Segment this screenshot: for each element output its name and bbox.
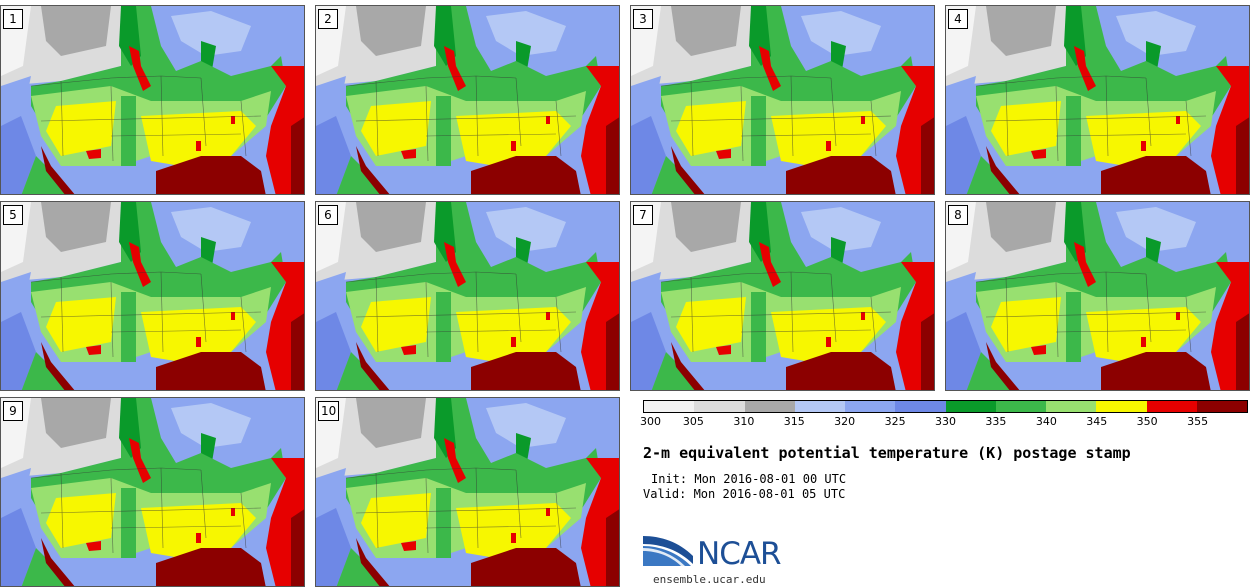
member-number-label: 9 [3,401,23,421]
colorbar-tick-label: 320 [834,415,856,428]
colorbar-tick-label: 350 [1136,415,1158,428]
member-number-label: 8 [948,205,968,225]
map-panel-8: 8 [945,201,1250,391]
colorbar-tick-label: 325 [884,415,906,428]
colorbar-tick-label: 310 [733,415,755,428]
member-number-label: 6 [318,205,338,225]
colorbar-swatch [1196,401,1247,412]
temperature-map [946,202,1249,390]
colorbar-tick-label: 340 [1035,415,1057,428]
colorbar-tick-label: 355 [1187,415,1209,428]
temperature-map [1,6,304,194]
map-panel-6: 6 [315,201,620,391]
temperature-map [316,6,619,194]
map-panel-9: 9 [0,397,305,587]
colorbar-swatch [1046,401,1097,412]
map-panel-1: 1 [0,5,305,195]
colorbar-tick-label: 330 [935,415,956,428]
colorbar-swatch [694,401,745,412]
logo-url: ensemble.ucar.edu [653,573,766,586]
colorbar-swatch [744,401,795,412]
colorbar-swatch [794,401,845,412]
colorbar-tick-label: 345 [1086,415,1108,428]
colorbar-tick-label: 315 [783,415,805,428]
member-number-label: 1 [3,9,23,29]
map-panel-10: 10 [315,397,620,587]
colorbar-swatch [1146,401,1197,412]
colorbar-swatch [945,401,996,412]
logo-text: NCAR [697,536,782,572]
colorbar-tick-label: 305 [682,415,704,428]
map-panel-4: 4 [945,5,1250,195]
temperature-map [316,202,619,390]
plot-title: 2-m equivalent potential temperature (K)… [643,444,1131,462]
member-number-label: 5 [3,205,23,225]
temperature-map [1,202,304,390]
valid-time: Valid: Mon 2016-08-01 05 UTC [643,487,846,501]
colorbar [643,400,1248,413]
map-panel-7: 7 [630,201,935,391]
member-number-label: 7 [633,205,653,225]
colorbar-swatch [1096,401,1147,412]
temperature-map [946,6,1249,194]
init-time: Init: Mon 2016-08-01 00 UTC [651,472,847,486]
colorbar-swatch [995,401,1046,412]
member-number-label: 4 [948,9,968,29]
member-number-label: 2 [318,9,338,29]
member-number-label: 3 [633,9,653,29]
colorbar-swatch [644,401,695,412]
map-panel-2: 2 [315,5,620,195]
map-panel-3: 3 [630,5,935,195]
ncar-logo-icon [643,536,693,566]
temperature-map [631,6,934,194]
member-number-label: 10 [318,401,340,421]
colorbar-swatch [845,401,896,412]
temperature-map [631,202,934,390]
colorbar-swatch [895,401,946,412]
map-panel-5: 5 [0,201,305,391]
temperature-map [316,398,619,586]
colorbar-tick-label: 335 [985,415,1007,428]
colorbar-tick-label: 300 [640,415,661,428]
colorbar-tick-labels: 300 305 310 315 320 325 330 335 340 345 350 355 [640,415,1248,431]
temperature-map [1,398,304,586]
